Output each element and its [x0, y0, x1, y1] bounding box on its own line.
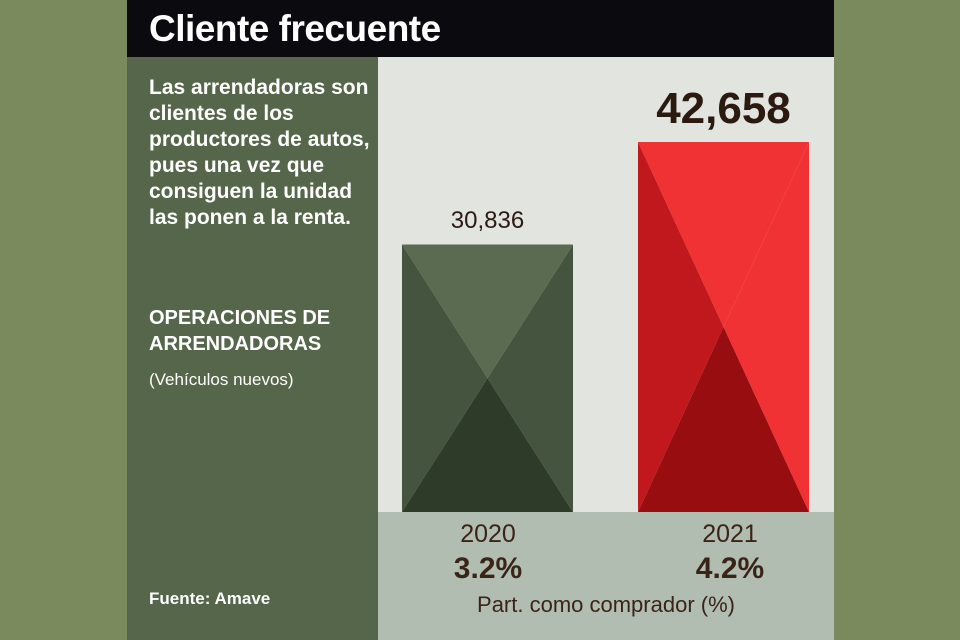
category-band: 2020 2021 3.2% 4.2% Part. como comprador…	[378, 512, 834, 640]
bar-facet	[723, 142, 809, 512]
bar-facet	[638, 142, 724, 512]
bar-facet	[638, 327, 809, 512]
category-2020: 2020	[460, 520, 516, 548]
source: Fuente: Amave	[149, 589, 271, 608]
infographic: Cliente frecuente Las arrendadoras son c…	[127, 0, 834, 640]
bar-facet	[402, 378, 573, 512]
bar-2021	[638, 142, 809, 512]
title-bar: Cliente frecuente	[127, 0, 834, 57]
bar-facet	[638, 142, 809, 327]
value-label-2020: 30,836	[450, 206, 525, 234]
bar-facet	[402, 244, 488, 512]
category-2021: 2021	[702, 520, 758, 548]
bar-2020	[402, 244, 573, 512]
chart-subtitle: OPERACIONES DE ARRENDADORAS	[149, 307, 331, 355]
share-2021: 4.2%	[695, 552, 765, 585]
value-label-2021: 42,658	[656, 84, 791, 133]
bar-facet	[487, 244, 573, 512]
title: Cliente frecuente	[149, 8, 441, 49]
plot-area: 30,836 42,658	[378, 57, 834, 512]
bars	[402, 142, 809, 512]
share-caption: Part. como comprador (%)	[477, 592, 735, 617]
unit-label: (Vehículos nuevos)	[149, 370, 294, 389]
left-panel: Las arrendadoras son clientes de los pro…	[127, 57, 378, 640]
share-2020: 3.2%	[453, 552, 523, 585]
description: Las arrendadoras son clientes de los pro…	[149, 76, 370, 229]
bar-facet	[402, 244, 573, 379]
